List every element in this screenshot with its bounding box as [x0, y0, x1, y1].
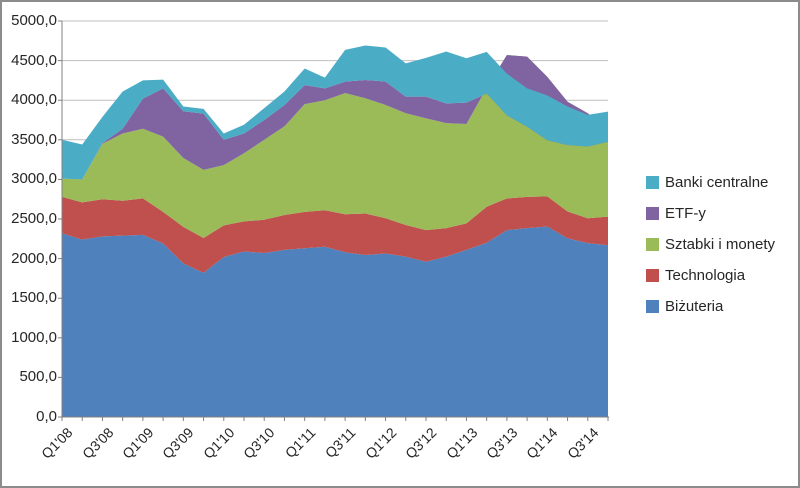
legend-label: Biżuteria — [665, 298, 724, 315]
y-axis-tick-label: 500,0 — [19, 368, 57, 386]
legend-item: ETF-y — [646, 198, 775, 229]
y-axis-tick-label: 4500,0 — [11, 51, 57, 69]
y-axis-tick-label: 2500,0 — [11, 210, 57, 227]
legend-label: Sztabki i monety — [665, 236, 776, 253]
area-series-technologia — [62, 196, 608, 273]
legend-swatch — [646, 207, 659, 220]
legend-item: Sztabki i monety — [646, 229, 775, 260]
legend-swatch — [646, 238, 659, 251]
y-axis-tick-label: 1000,0 — [11, 328, 57, 346]
legend: Banki centralne ETF-y Sztabki i monety Tech… — [646, 167, 775, 322]
legend-item: Biżuteria — [646, 291, 775, 322]
legend-label: Technologia — [665, 267, 746, 284]
legend-swatch — [646, 269, 659, 282]
legend-label: Banki centralne — [665, 174, 769, 191]
y-axis-tick-label: 3000,0 — [11, 170, 57, 188]
legend-label: ETF-y — [665, 205, 706, 222]
area-series-sztabki-i-monety — [62, 55, 608, 239]
area-series-bi-uteria — [62, 226, 608, 417]
y-axis-tick-label: 2000,0 — [11, 249, 57, 267]
legend-swatch — [646, 176, 659, 189]
y-axis-tick-label: 0,0 — [36, 408, 57, 425]
area-series-banki-centralne — [62, 45, 608, 180]
legend-swatch — [646, 300, 659, 313]
y-axis-tick-label: 1500,0 — [11, 289, 57, 307]
y-axis-tick-label: 4000,0 — [11, 91, 57, 109]
legend-item: Banki centralne — [646, 167, 775, 198]
y-axis-tick-label: 5000,0 — [11, 12, 57, 29]
area-series-etf-y — [62, 55, 608, 180]
y-axis-tick-label: 3500,0 — [11, 130, 57, 148]
legend-item: Technologia — [646, 260, 775, 291]
